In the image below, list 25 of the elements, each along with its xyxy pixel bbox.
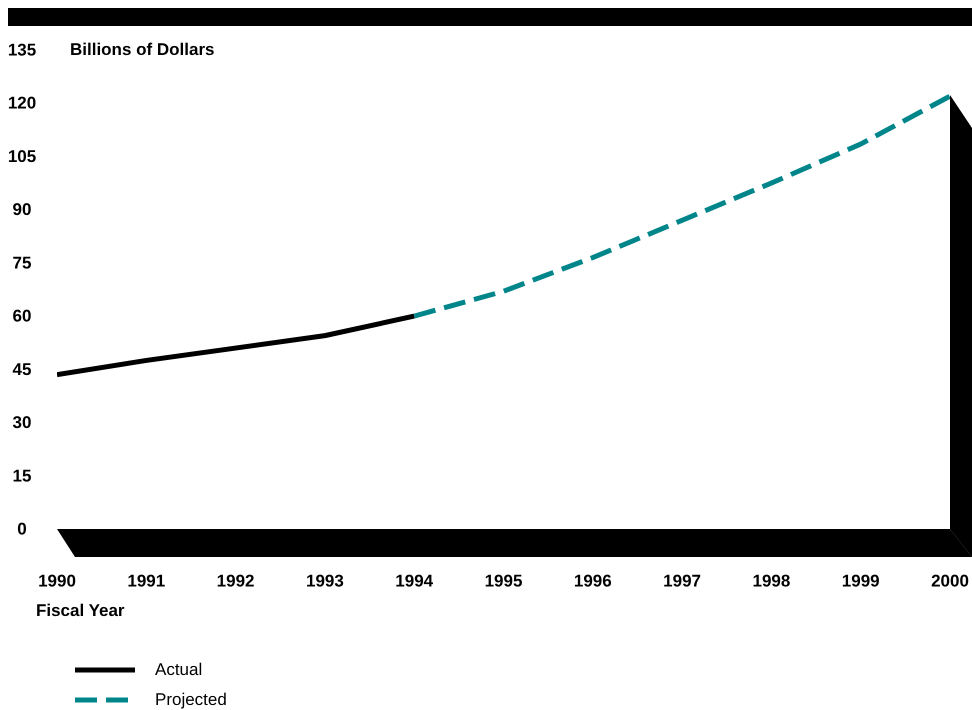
y-tick-label: 75 — [12, 253, 32, 272]
legend-label: Actual — [155, 660, 202, 680]
x-tick-label: 1992 — [216, 572, 255, 590]
x-tick-label: 1996 — [574, 572, 612, 590]
y-tick-label: 105 — [8, 146, 36, 166]
y-tick-label: 15 — [12, 466, 32, 486]
y-tick-label: 120 — [8, 94, 36, 113]
y-axis-title: Billions of Dollars — [70, 40, 215, 60]
y-tick-label: 45 — [12, 360, 32, 379]
legend-label: Projected — [155, 690, 227, 710]
y-tick-label: 135 — [8, 40, 36, 60]
x-tick-label: 2000 — [931, 572, 969, 590]
x-tick-label: 1998 — [752, 572, 790, 590]
x-tick-label: 1999 — [842, 572, 880, 590]
y-tick-label: 0 — [17, 520, 27, 538]
y-tick-label: 90 — [12, 200, 32, 220]
x-tick-label: 1995 — [484, 572, 522, 590]
x-tick-label: 1994 — [395, 572, 434, 590]
x-tick-label: 1991 — [127, 572, 166, 590]
y-tick-label: 30 — [12, 413, 32, 432]
x-tick-label: 1990 — [38, 572, 76, 590]
y-tick-label: 60 — [12, 306, 32, 326]
x-tick-label: 1997 — [663, 572, 702, 590]
x-tick-label: 1993 — [306, 572, 344, 590]
x-axis-title: Fiscal Year — [36, 601, 125, 621]
